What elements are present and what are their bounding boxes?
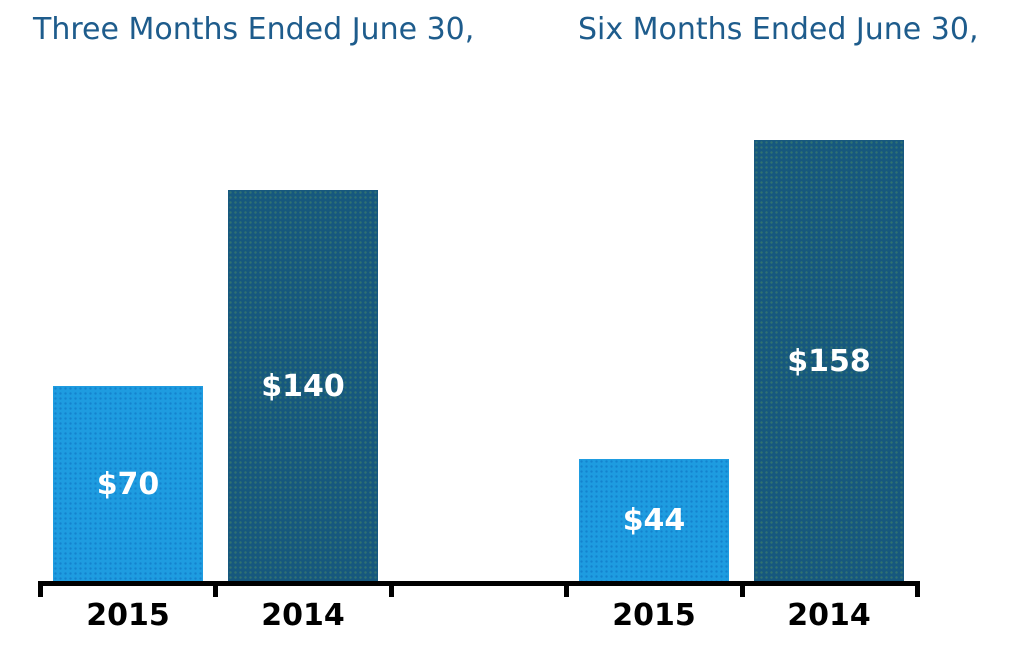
x-axis-tick — [915, 581, 920, 597]
x-axis-tick — [740, 581, 745, 597]
x-axis-line — [38, 581, 920, 586]
x-axis-tick — [564, 581, 569, 597]
x-axis-tick — [213, 581, 218, 597]
x-axis-label-2014: 2014 — [787, 598, 871, 633]
bar-value-label: $70 — [96, 466, 160, 502]
bar-value-label: $44 — [622, 503, 686, 538]
bar-three-months-2015: $70 — [53, 386, 203, 582]
bar-three-months-2014: $140 — [228, 190, 378, 582]
x-axis-label-2014: 2014 — [261, 598, 345, 633]
bar-six-months-2014: $158 — [754, 140, 904, 582]
bar-value-label: $140 — [261, 368, 345, 404]
x-axis-tick — [389, 581, 394, 597]
bar-six-months-2015: $44 — [579, 459, 729, 582]
chart-title-six-months: Six Months Ended June 30, — [578, 12, 979, 47]
x-axis-tick — [38, 581, 43, 597]
chart-title-three-months: Three Months Ended June 30, — [33, 12, 475, 47]
x-axis-label-2015: 2015 — [612, 598, 696, 633]
bar-value-label: $158 — [787, 343, 871, 379]
x-axis-label-2015: 2015 — [86, 598, 170, 633]
